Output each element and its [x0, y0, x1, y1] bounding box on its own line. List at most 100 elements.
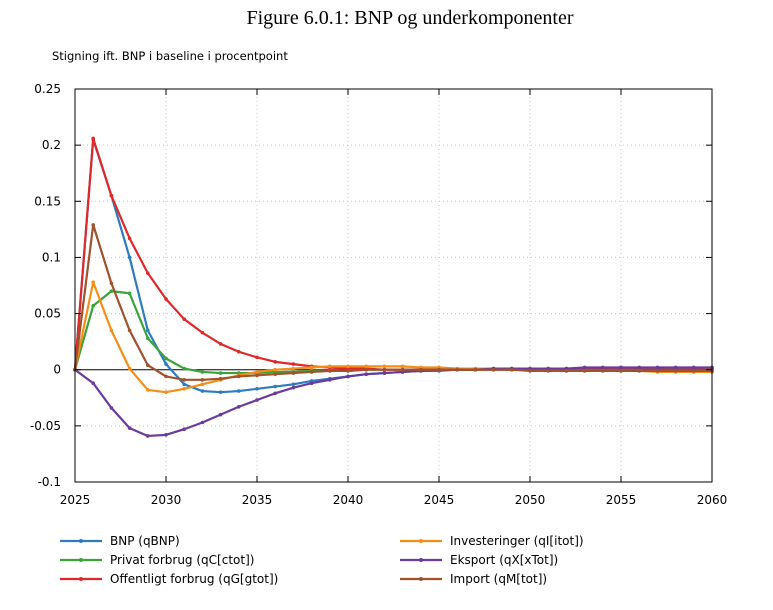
- data-point: [200, 330, 205, 335]
- data-point: [91, 381, 95, 385]
- data-point: [546, 369, 550, 373]
- x-tick-label: 2030: [151, 493, 182, 507]
- data-point: [200, 370, 205, 374]
- data-point: [127, 236, 132, 241]
- data-point: [692, 369, 696, 373]
- data-point: [237, 389, 241, 393]
- data-point: [692, 365, 696, 370]
- grid: [75, 89, 712, 482]
- axis-ticks: 2025 2030 2035 2040 2045 2050 2055 2060 0.25 0.2 0…: [30, 82, 727, 507]
- data-point: [255, 373, 259, 378]
- data-point: [182, 317, 186, 321]
- x-tick-label: 2035: [242, 493, 273, 507]
- data-point: [637, 369, 641, 373]
- data-point: [619, 365, 623, 370]
- data-point: [328, 369, 332, 373]
- data-point: [673, 365, 678, 370]
- data-point: [109, 289, 114, 293]
- legend-item: BNP (qBNP): [60, 534, 180, 548]
- data-point: [291, 362, 296, 366]
- legend-label: Privat forbrug (qC[ctot]): [110, 553, 254, 567]
- data-point: [382, 364, 387, 369]
- data-point: [218, 412, 223, 417]
- y-tick-label: 0.05: [34, 307, 61, 321]
- data-point: [291, 385, 296, 390]
- data-point: [109, 193, 114, 198]
- data-point: [419, 367, 423, 372]
- data-point: [200, 378, 205, 382]
- legend-item: Investeringer (qI[itot]): [400, 534, 584, 548]
- data-point: [164, 297, 168, 301]
- data-point: [601, 369, 605, 373]
- data-point: [127, 366, 132, 371]
- x-tick-label: 2060: [697, 493, 728, 507]
- data-point: [146, 328, 150, 333]
- data-point: [255, 387, 259, 391]
- plot-frame: [74, 88, 713, 483]
- data-point: [218, 376, 223, 381]
- data-point: [182, 366, 186, 371]
- data-point: [200, 389, 205, 393]
- x-tick-label: 2045: [424, 493, 455, 507]
- data-point: [164, 356, 168, 361]
- data-point: [309, 365, 314, 370]
- y-tick-label: 0.15: [34, 194, 61, 208]
- data-point: [164, 374, 168, 379]
- data-point: [91, 280, 95, 284]
- data-point: [346, 374, 350, 379]
- series-line-5: [73, 223, 712, 381]
- data-point: [364, 372, 369, 377]
- series-line-4: [74, 366, 712, 438]
- data-point: [328, 364, 332, 369]
- data-point: [255, 398, 259, 402]
- series-group: [73, 136, 714, 438]
- data-point: [146, 336, 150, 341]
- legend-swatch-marker: [419, 577, 423, 581]
- data-point: [364, 367, 369, 372]
- data-point: [601, 365, 605, 370]
- data-point: [346, 369, 350, 373]
- data-point: [218, 342, 223, 346]
- data-point: [182, 382, 186, 387]
- x-tick-label: 2025: [60, 493, 91, 507]
- data-point: [200, 382, 205, 387]
- data-point: [91, 136, 95, 141]
- data-point: [655, 365, 660, 370]
- legend-label: BNP (qBNP): [110, 534, 180, 548]
- series-line-3: [73, 281, 712, 394]
- data-point: [127, 328, 132, 333]
- data-point: [164, 362, 168, 366]
- data-point: [91, 303, 95, 308]
- data-point: [109, 328, 114, 333]
- data-point: [182, 387, 186, 391]
- data-point: [382, 371, 387, 375]
- legend-swatch-marker: [419, 539, 423, 543]
- data-point: [309, 370, 314, 374]
- data-point: [400, 364, 405, 369]
- y-tick-label: -0.1: [38, 475, 61, 489]
- data-point: [582, 365, 587, 370]
- data-point: [146, 271, 150, 275]
- y-tick-label: 0.2: [42, 138, 61, 152]
- legend-swatch-marker: [79, 577, 83, 581]
- legend: BNP (qBNP) Privat forbrug (qC[ctot]) Offen…: [60, 534, 584, 586]
- y-tick-label: 0.1: [42, 250, 61, 264]
- data-point: [491, 367, 496, 372]
- data-point: [528, 369, 532, 373]
- data-point: [619, 369, 623, 373]
- data-point: [127, 291, 132, 296]
- data-point: [109, 406, 114, 410]
- data-point: [346, 364, 350, 369]
- data-point: [255, 370, 259, 374]
- legend-item: Eksport (qX[xTot]): [400, 553, 558, 567]
- legend-item: Offentligt forbrug (qG[gtot]): [60, 572, 278, 586]
- data-point: [437, 367, 441, 372]
- series-line-0: [73, 138, 712, 394]
- y-tick-label: 0: [53, 363, 61, 377]
- legend-swatch-marker: [79, 539, 83, 543]
- x-tick-label: 2040: [333, 493, 364, 507]
- data-point: [328, 378, 332, 382]
- data-point: [364, 364, 369, 369]
- data-point: [291, 371, 296, 375]
